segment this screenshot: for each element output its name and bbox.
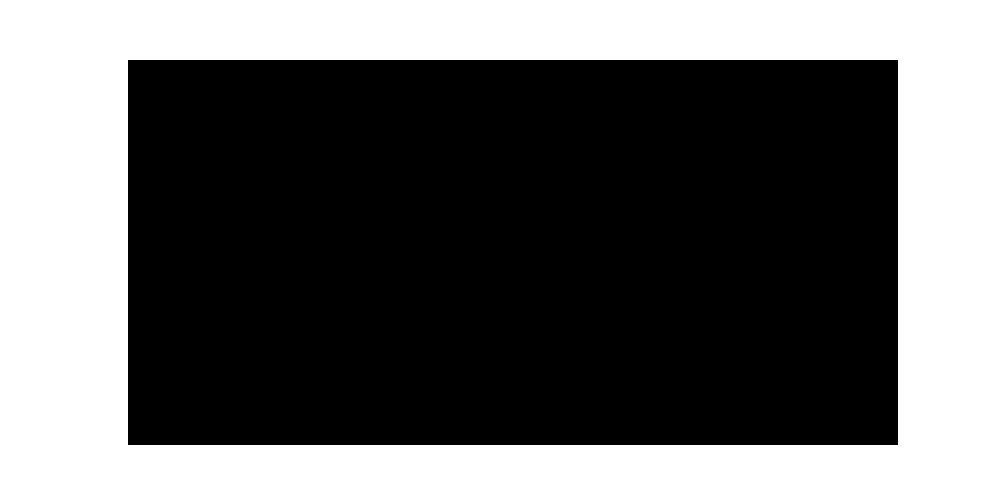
word-cloud <box>128 60 898 445</box>
word-cloud-background <box>128 60 898 445</box>
